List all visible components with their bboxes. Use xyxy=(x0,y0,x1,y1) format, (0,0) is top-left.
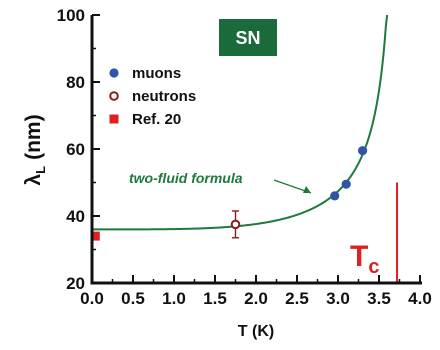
x-tick-label: 3.0 xyxy=(326,289,350,308)
x-tick-label: 3.5 xyxy=(367,289,391,308)
tc-label: Tc xyxy=(350,240,379,278)
legend-marker xyxy=(109,114,119,124)
x-tick-label: 1.5 xyxy=(203,289,227,308)
data-point xyxy=(358,146,368,156)
tc-label-subscript: c xyxy=(368,256,379,278)
series-neutrons xyxy=(230,210,241,239)
ticks-layer: 0.0 0.5 1.0 1.5 2.0 2.5 3.0 3.5 4.0 20 40 60 80 100 xyxy=(57,6,432,308)
tc-label-main: T xyxy=(350,240,368,273)
titles-layer: T (K) λL (nm) xyxy=(22,114,274,340)
legend-entry: neutrons xyxy=(109,88,196,105)
series-ref-20 xyxy=(90,231,100,241)
tc-layer: Tc xyxy=(350,182,399,283)
y-tick-label: 80 xyxy=(66,73,85,92)
x-tick-label: 4.0 xyxy=(408,289,432,308)
x-tick-label: 2.0 xyxy=(244,289,268,308)
legend-entry: Ref. 20 xyxy=(109,111,181,128)
data-point xyxy=(341,179,351,189)
annotation-arrow-head xyxy=(303,186,311,193)
x-tick-label: 2.5 xyxy=(285,289,309,308)
x-tick-label: 1.0 xyxy=(162,289,186,308)
y-tick-label: 60 xyxy=(66,140,85,159)
legend-marker xyxy=(109,91,119,101)
x-tick-label: 0.0 xyxy=(80,289,104,308)
legend-marker xyxy=(109,68,119,78)
y-axis-symbol: λ xyxy=(22,174,45,186)
sn-badge xyxy=(219,19,277,56)
data-point xyxy=(90,231,100,241)
y-axis-subscript: L xyxy=(33,166,48,174)
y-axis-unit: (nm) xyxy=(22,114,45,160)
data-point xyxy=(330,191,340,201)
y-axis-title: λL (nm) xyxy=(22,114,48,185)
annotation-layer: two-fluid formula xyxy=(129,170,312,194)
y-tick-label: 40 xyxy=(66,207,85,226)
curve-annotation: two-fluid formula xyxy=(129,170,243,186)
legend-label: Ref. 20 xyxy=(132,111,181,128)
legend-label: muons xyxy=(132,65,181,82)
x-axis-title: T (K) xyxy=(238,323,274,340)
points-layer xyxy=(90,146,368,241)
legend-label: neutrons xyxy=(132,88,196,105)
badge-layer: SN xyxy=(219,19,277,56)
y-tick-label: 100 xyxy=(57,6,85,25)
series-muons xyxy=(330,146,368,201)
x-tick-label: 0.5 xyxy=(121,289,145,308)
legend: muons neutrons Ref. 20 xyxy=(109,65,196,128)
data-point xyxy=(230,219,241,230)
sn-badge-label: SN xyxy=(235,28,260,48)
y-tick-label: 20 xyxy=(66,274,85,293)
legend-entry: muons xyxy=(109,65,181,82)
